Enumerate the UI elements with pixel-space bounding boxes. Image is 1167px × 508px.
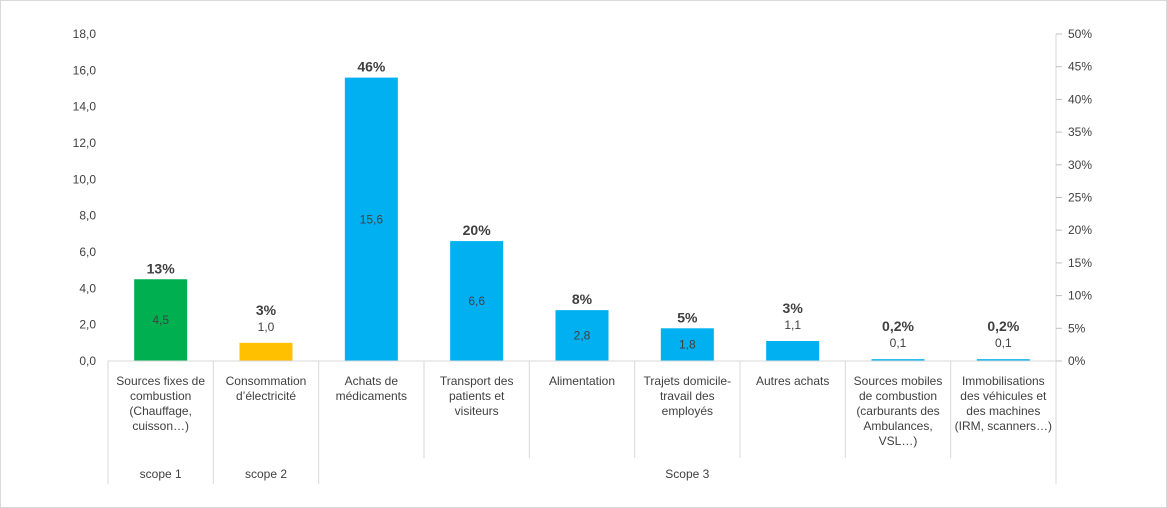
category-label: Achats de <box>345 374 399 388</box>
category-label: (carburants des <box>856 404 939 418</box>
category-label: combustion <box>130 389 191 403</box>
y2-axis-tick-label: 50% <box>1068 27 1092 41</box>
y-axis-tick-label: 6,0 <box>79 245 96 259</box>
bar-value-label: 2,8 <box>574 329 591 343</box>
bar <box>976 359 1030 361</box>
category-label: patients et <box>449 389 505 403</box>
y-axis-tick-label: 16,0 <box>73 63 97 77</box>
bar-percent-label: 3% <box>783 300 804 316</box>
category-label: Immobilisations <box>962 374 1045 388</box>
category-label: (IRM, scanners…) <box>955 419 1052 433</box>
category-label: Sources mobiles <box>854 374 943 388</box>
bar-percent-label: 0,2% <box>882 318 914 334</box>
y-axis-tick-label: 4,0 <box>79 281 96 295</box>
category-label: Consommation <box>226 374 307 388</box>
y2-axis-tick-label: 40% <box>1068 92 1092 106</box>
bar-value-label: 1,0 <box>258 320 275 334</box>
y2-axis-tick-label: 10% <box>1068 289 1092 303</box>
category-label: Autres achats <box>756 374 829 388</box>
category-label: Sources fixes de <box>116 374 205 388</box>
bar <box>660 328 714 361</box>
category-label: visiteurs <box>455 404 499 418</box>
y2-axis-tick-label: 35% <box>1068 125 1092 139</box>
y2-axis-tick-label: 0% <box>1068 354 1086 368</box>
y-axis-tick-label: 10,0 <box>73 172 97 186</box>
category-label: VSL…) <box>879 434 918 448</box>
y-axis-tick-label: 18,0 <box>73 27 97 41</box>
category-label: employés <box>662 404 713 418</box>
category-label: d’électricité <box>236 389 296 403</box>
y2-axis-tick-label: 5% <box>1068 321 1086 335</box>
bar-percent-label: 8% <box>572 291 593 307</box>
bar-percent-label: 5% <box>677 309 698 325</box>
category-label: Ambulances, <box>863 419 932 433</box>
bar <box>239 342 293 361</box>
y-axis-tick-label: 12,0 <box>73 136 97 150</box>
bar <box>134 279 188 361</box>
y-axis-tick-label: 8,0 <box>79 209 96 223</box>
bar-percent-label: 46% <box>357 59 386 75</box>
category-label: Transport des <box>440 374 514 388</box>
y2-axis-tick-label: 20% <box>1068 223 1092 237</box>
category-label: Alimentation <box>549 374 615 388</box>
category-label: cuisson…) <box>132 419 189 433</box>
bar-percent-label: 0,2% <box>987 318 1019 334</box>
bar-value-label: 0,1 <box>890 336 907 350</box>
scope-group-label: Scope 3 <box>665 467 709 481</box>
bar-value-label: 1,1 <box>784 318 801 332</box>
category-label: médicaments <box>336 389 407 403</box>
bar-percent-label: 13% <box>147 260 176 276</box>
scope-group-label: scope 2 <box>245 467 287 481</box>
y2-axis-tick-label: 45% <box>1068 60 1092 74</box>
y-axis-tick-label: 2,0 <box>79 318 96 332</box>
bar <box>871 359 925 361</box>
category-label: Trajets domicile- <box>644 374 732 388</box>
y-axis-tick-label: 0,0 <box>79 354 96 368</box>
bar-value-label: 6,6 <box>468 294 485 308</box>
bar-value-label: 4,5 <box>152 313 169 327</box>
category-label: des véhicules et <box>960 389 1047 403</box>
y-axis-tick-label: 14,0 <box>73 100 97 114</box>
bar <box>344 77 398 361</box>
bar-percent-label: 20% <box>463 222 492 238</box>
y2-axis-tick-label: 15% <box>1068 256 1092 270</box>
bar <box>766 341 820 361</box>
bar <box>450 241 504 361</box>
category-label: des machines <box>966 404 1040 418</box>
scope-group-label: scope 1 <box>140 467 182 481</box>
bar-percent-label: 3% <box>256 302 277 318</box>
bar-value-label: 1,8 <box>679 338 696 352</box>
bar-value-label: 0,1 <box>995 336 1012 350</box>
bar-value-label: 15,6 <box>360 212 384 226</box>
category-label: travail des <box>660 389 715 403</box>
bar <box>555 310 609 361</box>
category-label: de combustion <box>859 389 937 403</box>
category-label: (Chauffage, <box>129 404 192 418</box>
y2-axis-tick-label: 25% <box>1068 191 1092 205</box>
y2-axis-tick-label: 30% <box>1068 158 1092 172</box>
